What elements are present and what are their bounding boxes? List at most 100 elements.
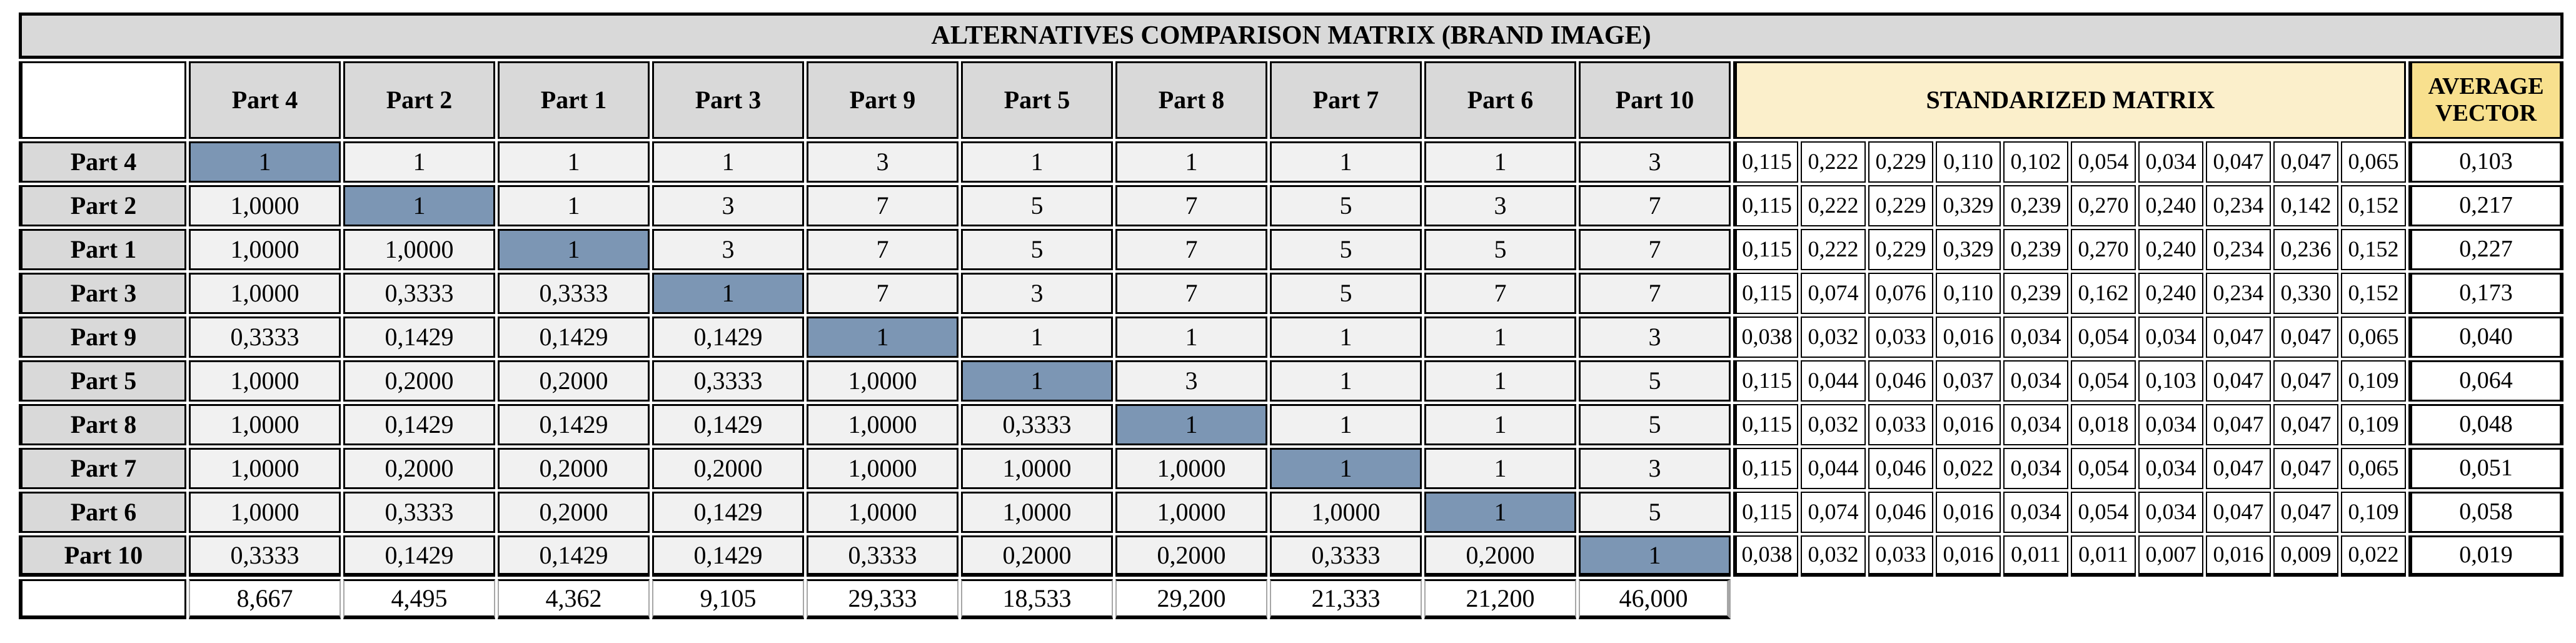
comparison-cell: 1,0000 (1115, 492, 1267, 533)
standardized-cell: 0,152 (2341, 273, 2406, 314)
standardized-cell: 0,222 (1801, 229, 1866, 270)
standardized-cell: 0,033 (1868, 404, 1933, 445)
standardized-cell: 0,034 (2003, 360, 2068, 402)
comparison-cell: 7 (1115, 185, 1267, 226)
column-sum-row: 8,667 4,495 4,362 9,105 29,333 18,533 29… (19, 579, 2563, 619)
standardized-cell: 0,222 (1801, 141, 1866, 183)
comparison-cell: 3 (652, 229, 804, 270)
standardized-cell: 0,239 (2003, 185, 2068, 226)
column-header-part8: Part 8 (1115, 61, 1267, 139)
standardized-cell: 0,034 (2003, 404, 2068, 445)
comparison-cell: 5 (961, 185, 1113, 226)
standardized-cell: 0,037 (1936, 360, 2001, 402)
standardized-cell: 0,270 (2071, 185, 2136, 226)
row-header: Part 3 (19, 273, 186, 314)
diagonal-cell: 1 (961, 360, 1113, 402)
comparison-cell: 0,2000 (343, 448, 495, 489)
standardized-cell: 0,046 (1868, 492, 1933, 533)
average-vector-cell: 0,048 (2408, 404, 2563, 445)
comparison-cell: 0,2000 (498, 492, 650, 533)
comparison-cell: 7 (807, 273, 958, 314)
comparison-cell: 3 (652, 185, 804, 226)
standardized-cell: 0,016 (1936, 404, 2001, 445)
comparison-cell: 5 (961, 229, 1113, 270)
comparison-cell: 3 (1424, 185, 1576, 226)
comparison-cell: 1,0000 (1115, 448, 1267, 489)
standardized-cell: 0,054 (2071, 448, 2136, 489)
standardized-cell: 0,016 (1936, 492, 2001, 533)
row-header: Part 4 (19, 141, 186, 183)
standardized-cell: 0,032 (1801, 535, 1866, 577)
title-row: ALTERNATIVES COMPARISON MATRIX (BRAND IM… (19, 13, 2563, 59)
comparison-cell: 0,2000 (1115, 535, 1267, 577)
comparison-cell: 0,1429 (343, 404, 495, 445)
standardized-cell: 0,016 (2206, 535, 2271, 577)
standardized-cell: 0,046 (1868, 448, 1933, 489)
standardized-cell: 0,229 (1868, 141, 1933, 183)
average-vector-cell: 0,040 (2408, 316, 2563, 358)
standardized-cell: 0,329 (1936, 229, 2001, 270)
comparison-cell: 3 (961, 273, 1113, 314)
comparison-cell: 0,3333 (652, 360, 804, 402)
comparison-cell: 1 (1424, 360, 1576, 402)
standardized-cell: 0,065 (2341, 448, 2406, 489)
standardized-cell: 0,115 (1733, 229, 1798, 270)
standardized-cell: 0,240 (2138, 229, 2203, 270)
standardized-cell: 0,034 (2138, 404, 2203, 445)
row-header: Part 5 (19, 360, 186, 402)
column-header-part9: Part 9 (807, 61, 958, 139)
standardized-cell: 0,009 (2273, 535, 2338, 577)
standardized-cell: 0,074 (1801, 273, 1866, 314)
standardized-cell: 0,034 (2003, 448, 2068, 489)
standardized-cell: 0,142 (2273, 185, 2338, 226)
standardized-cell: 0,110 (1936, 141, 2001, 183)
comparison-cell: 1 (1270, 316, 1422, 358)
standardized-cell: 0,102 (2003, 141, 2068, 183)
standardized-cell: 0,229 (1868, 185, 1933, 226)
standardized-cell: 0,007 (2138, 535, 2203, 577)
column-header-part3: Part 3 (652, 61, 804, 139)
standardized-cell: 0,038 (1733, 316, 1798, 358)
comparison-cell: 1,0000 (807, 404, 958, 445)
sum-cell: 9,105 (652, 579, 804, 619)
matrix-row: Part 2 1,0000 1 1 3 7 5 7 5 3 7 0,115 0,222 0,229 0,32… (19, 185, 2563, 226)
standardized-cell: 0,011 (2071, 535, 2136, 577)
comparison-cell: 3 (1579, 141, 1731, 183)
row-header: Part 8 (19, 404, 186, 445)
diagonal-cell: 1 (1270, 448, 1422, 489)
comparison-cell: 1 (1115, 141, 1267, 183)
diagonal-cell: 1 (807, 316, 958, 358)
comparison-cell: 1 (498, 185, 650, 226)
standardized-cell: 0,270 (2071, 229, 2136, 270)
standardized-cell: 0,038 (1733, 535, 1798, 577)
standardized-cell: 0,115 (1733, 360, 1798, 402)
comparison-cell: 1,0000 (1270, 492, 1422, 533)
comparison-cell: 0,2000 (498, 448, 650, 489)
standardized-cell: 0,115 (1733, 404, 1798, 445)
comparison-cell: 7 (807, 185, 958, 226)
standardized-cell: 0,110 (1936, 273, 2001, 314)
comparison-cell: 5 (1579, 492, 1731, 533)
comparison-cell: 0,3333 (189, 535, 341, 577)
standardized-matrix-header: STANDARIZED MATRIX (1733, 61, 2406, 139)
comparison-cell: 1 (1424, 141, 1576, 183)
standardized-cell: 0,047 (2273, 404, 2338, 445)
comparison-cell: 1 (961, 316, 1113, 358)
comparison-cell: 1,0000 (807, 448, 958, 489)
comparison-cell: 3 (1579, 316, 1731, 358)
diagonal-cell: 1 (498, 229, 650, 270)
standardized-cell: 0,047 (2206, 316, 2271, 358)
comparison-cell: 0,2000 (1424, 535, 1576, 577)
table-title: ALTERNATIVES COMPARISON MATRIX (BRAND IM… (19, 13, 2563, 59)
matrix-row: Part 10 0,3333 0,1429 0,1429 0,1429 0,3333 0,2… (19, 535, 2563, 577)
comparison-matrix-figure: ALTERNATIVES COMPARISON MATRIX (BRAND IM… (16, 10, 2566, 622)
comparison-cell: 0,2000 (498, 360, 650, 402)
comparison-cell: 1,0000 (189, 185, 341, 226)
standardized-cell: 0,022 (1936, 448, 2001, 489)
row-header: Part 10 (19, 535, 186, 577)
standardized-cell: 0,032 (1801, 404, 1866, 445)
standardized-cell: 0,240 (2138, 185, 2203, 226)
standardized-cell: 0,044 (1801, 448, 1866, 489)
column-header-part5: Part 5 (961, 61, 1113, 139)
comparison-cell: 7 (1115, 229, 1267, 270)
